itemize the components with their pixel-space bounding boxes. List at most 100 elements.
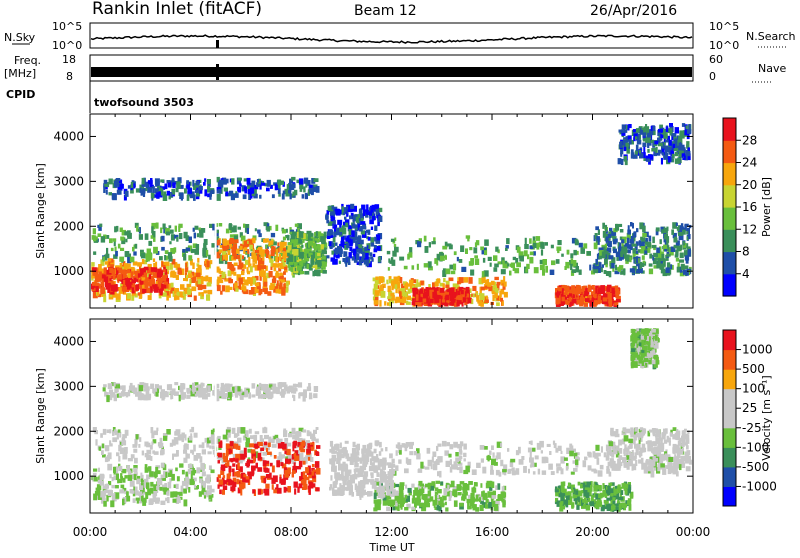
range-cell	[113, 467, 116, 473]
range-cell	[303, 471, 305, 478]
range-cell	[134, 458, 138, 464]
range-cell	[495, 247, 498, 252]
range-cell	[487, 491, 490, 498]
range-cell	[314, 393, 317, 397]
range-cell	[250, 187, 255, 193]
range-cell	[192, 180, 194, 187]
range-cell	[239, 484, 244, 490]
range-cell	[574, 299, 576, 303]
range-cell	[264, 442, 268, 446]
range-cell	[575, 460, 578, 466]
range-cell	[601, 446, 603, 452]
range-cell	[658, 150, 662, 154]
range-cell	[280, 242, 285, 248]
range-cell	[681, 264, 685, 270]
range-cell	[139, 485, 143, 490]
range-cell	[149, 500, 154, 505]
range-cell	[316, 186, 320, 193]
range-cell	[255, 250, 259, 253]
range-cell	[125, 251, 130, 257]
range-cell	[170, 492, 174, 498]
range-cell	[608, 293, 612, 299]
range-cell	[193, 195, 196, 201]
range-cell	[170, 272, 175, 277]
range-cell	[139, 437, 141, 442]
range-cell	[408, 289, 411, 294]
range-cell	[190, 450, 193, 454]
range-cell	[273, 489, 277, 493]
range-cell	[110, 500, 114, 507]
range-cell	[484, 250, 487, 255]
range-cell	[686, 260, 689, 264]
range-cell	[388, 267, 390, 271]
range-cell	[280, 462, 283, 466]
range-cell	[161, 449, 165, 455]
range-cell	[466, 287, 470, 294]
range-cell	[651, 148, 656, 152]
range-cell	[96, 286, 99, 292]
range-cell	[294, 190, 297, 196]
range-cell	[250, 266, 253, 272]
range-cell	[126, 491, 129, 495]
range-cell	[136, 226, 138, 232]
range-cell	[681, 223, 683, 226]
range-cell	[232, 428, 236, 434]
range-cell	[166, 232, 170, 236]
range-cell	[314, 178, 319, 182]
range-cell	[444, 496, 447, 500]
range-cell	[307, 387, 311, 392]
range-cell	[459, 503, 464, 507]
range-cell	[569, 444, 572, 447]
power-colorbar-scale	[723, 118, 736, 297]
range-cell	[585, 298, 590, 302]
range-cell	[223, 453, 226, 459]
colorbar-tick-label: 12	[742, 222, 757, 236]
range-cell	[457, 486, 462, 490]
range-cell	[301, 453, 303, 460]
range-cell	[439, 471, 441, 478]
range-cell	[202, 250, 204, 257]
range-cell	[136, 479, 140, 485]
range-cell	[258, 442, 263, 446]
range-cell	[100, 478, 102, 484]
range-cell	[121, 485, 125, 489]
range-cell	[177, 476, 180, 481]
range-cell	[274, 267, 277, 271]
range-cell	[278, 443, 283, 448]
range-cell	[436, 287, 438, 291]
range-cell	[191, 286, 196, 291]
range-cell	[137, 262, 142, 266]
range-cell	[405, 485, 407, 489]
range-cell	[196, 181, 200, 185]
range-cell	[412, 265, 415, 269]
range-cell	[465, 248, 468, 254]
range-cell	[366, 230, 370, 233]
range-cell	[113, 493, 115, 500]
range-cell	[217, 240, 220, 246]
range-cell	[624, 156, 627, 162]
range-cell	[196, 273, 201, 278]
range-cell	[193, 445, 196, 452]
range-cell	[284, 487, 287, 493]
range-cell	[255, 260, 257, 264]
y-tick-label: 1000	[53, 264, 84, 278]
range-cell	[579, 270, 582, 275]
range-cell	[620, 229, 624, 233]
range-cell	[149, 282, 152, 286]
range-cell	[271, 387, 274, 390]
range-cell	[462, 302, 464, 307]
range-cell	[557, 240, 561, 245]
range-cell	[306, 449, 311, 454]
range-cell	[128, 390, 130, 397]
range-cell	[500, 460, 503, 466]
range-cell	[234, 239, 239, 243]
range-cell	[630, 222, 633, 227]
range-cell	[309, 393, 312, 399]
range-cell	[496, 302, 500, 306]
range-cell	[206, 260, 209, 267]
range-cell	[512, 467, 515, 470]
range-cell	[108, 383, 113, 389]
range-cell	[619, 243, 621, 250]
range-cell	[569, 451, 574, 457]
range-cell	[122, 434, 127, 438]
